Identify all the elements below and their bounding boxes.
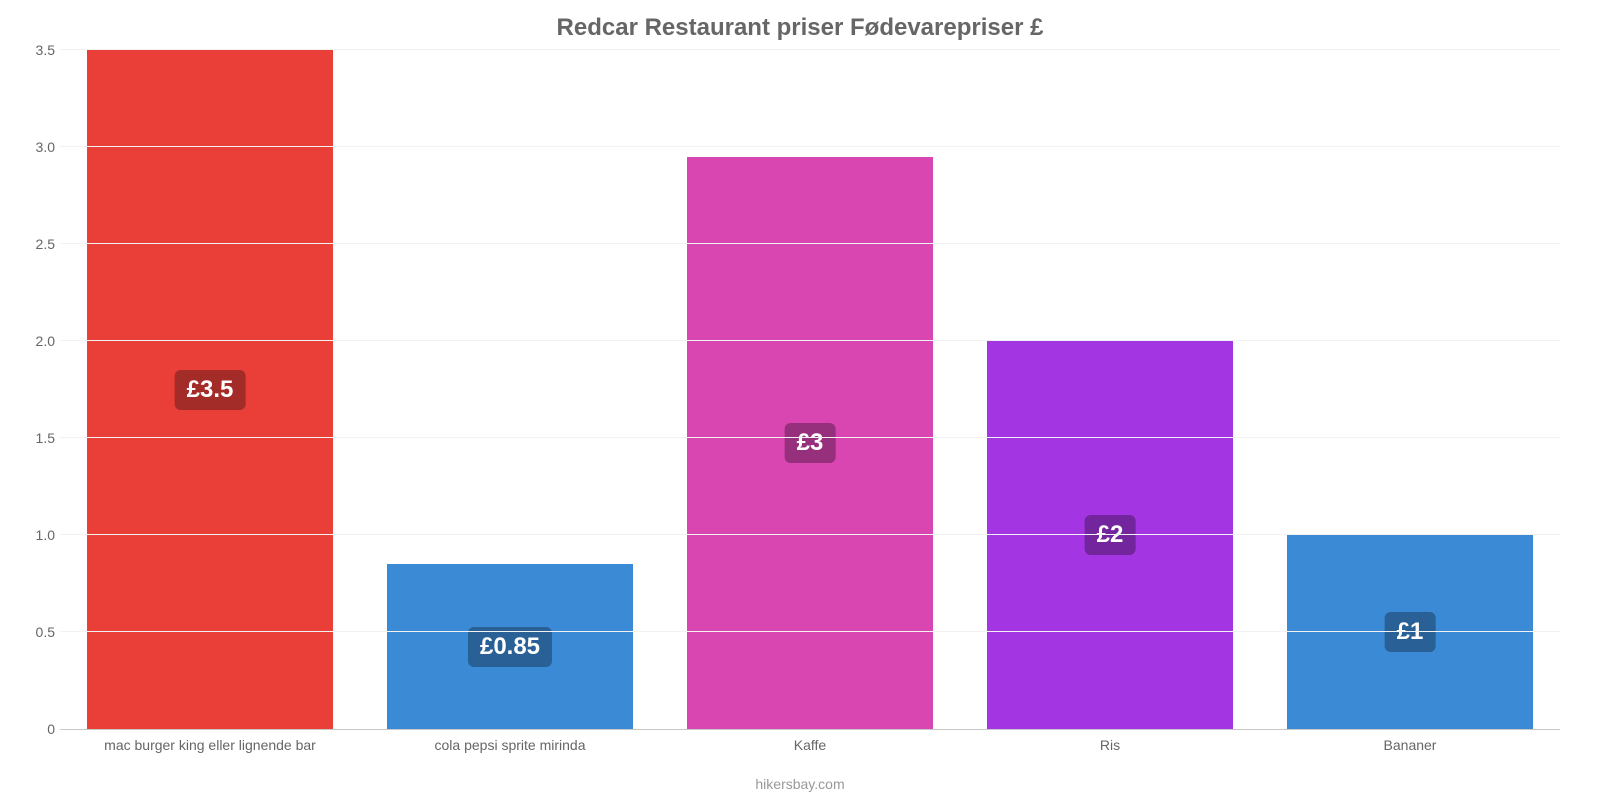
value-badge: £0.85 [468,627,552,667]
y-tick-label: 3.5 [15,42,55,58]
y-tick-label: 1.5 [15,430,55,446]
gridline [60,631,1560,632]
plot-area: £3.5mac burger king eller lignende bar£0… [60,50,1560,730]
y-tick-label: 0 [15,721,55,737]
gridline [60,340,1560,341]
bar: £1 [1287,535,1533,729]
x-tick-label: cola pepsi sprite mirinda [360,737,660,753]
bar-slot: £3Kaffe [660,50,960,729]
credit-text: hikersbay.com [0,776,1600,792]
x-tick-label: Bananer [1260,737,1560,753]
bar-slot: £3.5mac burger king eller lignende bar [60,50,360,729]
gridline [60,146,1560,147]
gridline [60,534,1560,535]
x-tick-label: Kaffe [660,737,960,753]
value-badge: £3.5 [175,370,246,410]
gridline [60,437,1560,438]
bar-slot: £1Bananer [1260,50,1560,729]
gridline [60,49,1560,50]
value-badge: £3 [785,423,836,463]
x-tick-label: Ris [960,737,1260,753]
bar: £3.5 [87,50,333,729]
bar-slot: £2Ris [960,50,1260,729]
bar-slot: £0.85cola pepsi sprite mirinda [360,50,660,729]
value-badge: £1 [1385,612,1436,652]
value-badge: £2 [1085,515,1136,555]
chart-title: Redcar Restaurant priser Fødevarepriser … [0,0,1600,42]
y-tick-label: 1.0 [15,527,55,543]
bar: £2 [987,341,1233,729]
x-tick-label: mac burger king eller lignende bar [60,737,360,753]
y-tick-label: 0.5 [15,624,55,640]
bars-container: £3.5mac burger king eller lignende bar£0… [60,50,1560,729]
bar: £0.85 [387,564,633,729]
y-tick-label: 2.5 [15,236,55,252]
y-tick-label: 3.0 [15,139,55,155]
gridline [60,243,1560,244]
y-tick-label: 2.0 [15,333,55,349]
price-bar-chart: Redcar Restaurant priser Fødevarepriser … [0,0,1600,800]
